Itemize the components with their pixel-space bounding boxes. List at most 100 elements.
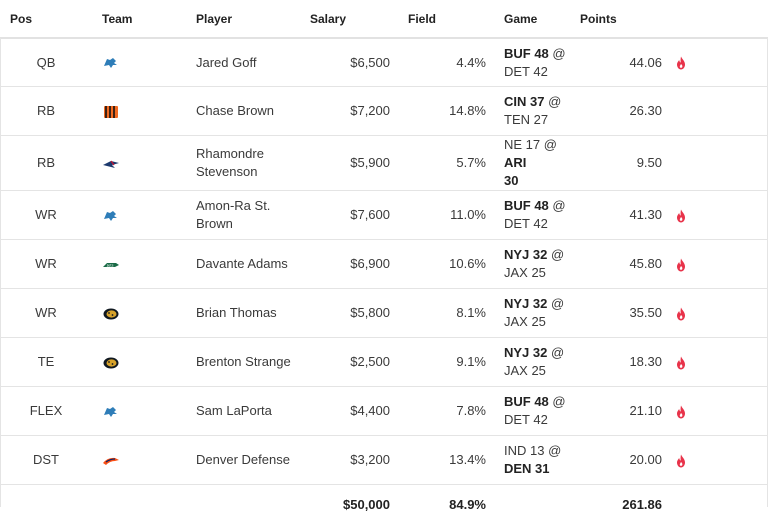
player-cell: Brenton Strange — [184, 338, 310, 387]
game-at-separator: @ — [547, 345, 564, 360]
position-label: WR — [35, 256, 57, 271]
game-cell: BUF 48 @DET 42 — [486, 38, 580, 87]
game-team-left: CIN 37 — [504, 94, 544, 109]
game-team-right: ARI — [504, 155, 526, 170]
header-field[interactable]: Field — [390, 0, 486, 38]
game-score: BUF 48 @DET 42 — [504, 46, 566, 79]
game-cell: BUF 48 @DET 42 — [486, 191, 580, 240]
broncos-logo-icon — [102, 454, 120, 468]
flame-icon — [676, 258, 686, 272]
field-cell: 5.7% — [390, 136, 486, 191]
game-team-left: NYJ 32 — [504, 296, 547, 311]
game-at-separator: @ — [540, 137, 557, 152]
header-team[interactable]: Team — [92, 0, 184, 38]
flame-icon — [676, 405, 686, 419]
position-label: RB — [37, 103, 55, 118]
total-points: 261.86 — [580, 485, 662, 524]
field-cell: 13.4% — [390, 436, 486, 485]
table-row-1: QB Jared Goff $6,500 4.4% BUF 48 @DET 42… — [0, 38, 768, 87]
total-field: 84.9% — [390, 485, 486, 524]
table-row-9: DST Denver Defense $3,200 13.4% IND 13 @… — [0, 436, 768, 485]
position-cell: RB — [0, 87, 92, 136]
position-cell: WR — [0, 240, 92, 289]
header-pos[interactable]: Pos — [0, 0, 92, 38]
player-name[interactable]: Jared Goff — [196, 55, 256, 70]
field-value: 7.8% — [456, 403, 486, 418]
game-team-left: NYJ 32 — [504, 247, 547, 262]
game-score: BUF 48 @DET 42 — [504, 198, 566, 231]
game-at-separator: @ — [544, 443, 561, 458]
field-value: 10.6% — [449, 256, 486, 271]
position-cell: RB — [0, 136, 92, 191]
points-cell: 18.30 — [580, 338, 662, 387]
hot-cell — [662, 436, 768, 485]
team-cell — [92, 38, 184, 87]
field-cell: 7.8% — [390, 387, 486, 436]
team-cell — [92, 338, 184, 387]
header-points[interactable]: Points — [580, 0, 662, 38]
points-cell: 35.50 — [580, 289, 662, 338]
game-cell: NYJ 32 @JAX 25 — [486, 240, 580, 289]
player-name[interactable]: Sam LaPorta — [196, 403, 272, 418]
game-score: IND 13 @DEN 31 — [504, 443, 561, 476]
game-cell: NYJ 32 @JAX 25 — [486, 289, 580, 338]
flame-icon — [676, 56, 686, 70]
game-team-right: DET 42 — [504, 412, 548, 427]
position-label: TE — [38, 354, 55, 369]
points-value: 41.30 — [629, 207, 662, 222]
table-row-7: TE Brenton Strange $2,500 9.1% NYJ 32 @J… — [0, 338, 768, 387]
table-row-6: WR Brian Thomas $5,800 8.1% NYJ 32 @JAX … — [0, 289, 768, 338]
hot-cell — [662, 387, 768, 436]
position-cell: FLEX — [0, 387, 92, 436]
salary-value: $6,900 — [350, 256, 390, 271]
player-name[interactable]: Brian Thomas — [196, 305, 277, 320]
player-name[interactable]: Rhamondre Stevenson — [196, 146, 264, 179]
team-cell — [92, 387, 184, 436]
game-at-separator: @ — [544, 94, 561, 109]
player-cell: Amon-Ra St. Brown — [184, 191, 310, 240]
header-salary[interactable]: Salary — [310, 0, 390, 38]
player-name[interactable]: Brenton Strange — [196, 354, 291, 369]
salary-value: $6,500 — [350, 55, 390, 70]
team-cell — [92, 136, 184, 191]
points-value: 26.30 — [629, 103, 662, 118]
game-team-right: DET 42 — [504, 64, 548, 79]
game-team-left: BUF 48 — [504, 394, 549, 409]
game-team-right: JAX 25 — [504, 265, 546, 280]
salary-value: $7,200 — [350, 103, 390, 118]
salary-value: $2,500 — [350, 354, 390, 369]
position-label: WR — [35, 305, 57, 320]
field-value: 11.0% — [450, 207, 486, 222]
points-cell: 41.30 — [580, 191, 662, 240]
player-name[interactable]: Chase Brown — [196, 103, 274, 118]
player-cell: Denver Defense — [184, 436, 310, 485]
header-player[interactable]: Player — [184, 0, 310, 38]
totals-empty — [92, 485, 184, 524]
player-name[interactable]: Davante Adams — [196, 256, 288, 271]
field-value: 13.4% — [449, 452, 486, 467]
lineup-table-container: Pos Team Player Salary Field Game Points… — [0, 0, 768, 507]
header-game[interactable]: Game — [486, 0, 580, 38]
totals-empty — [0, 485, 92, 524]
player-name[interactable]: Amon-Ra St. Brown — [196, 198, 270, 231]
field-value: 14.8% — [449, 103, 486, 118]
position-label: QB — [37, 55, 56, 70]
player-name[interactable]: Denver Defense — [196, 452, 290, 467]
points-cell: 9.50 — [580, 136, 662, 191]
game-team-left: NE 17 — [504, 137, 540, 152]
bengals-logo-icon — [102, 105, 120, 119]
team-cell — [92, 191, 184, 240]
team-cell — [92, 436, 184, 485]
position-cell: TE — [0, 338, 92, 387]
position-label: WR — [35, 207, 57, 222]
player-cell: Chase Brown — [184, 87, 310, 136]
totals-empty — [662, 485, 768, 524]
hot-cell — [662, 136, 768, 191]
points-value: 45.80 — [629, 256, 662, 271]
salary-value: $4,400 — [350, 403, 390, 418]
game-team-right: DEN 31 — [504, 461, 550, 476]
hot-cell — [662, 38, 768, 87]
